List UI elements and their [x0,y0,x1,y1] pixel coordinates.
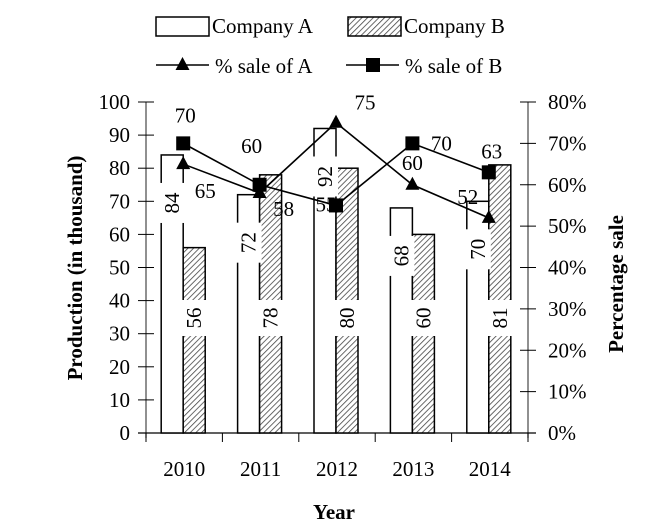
y-tick-label: 60 [109,222,130,246]
square-marker [329,198,343,213]
bar-label-group: 92 [312,156,338,197]
bar-company-b [488,164,512,434]
bar-label-bg [181,300,208,336]
legend-swatch-company-a [155,16,210,37]
y2-tick-label: 20% [548,338,587,362]
y-tick-label: 20 [109,355,130,379]
y2-axis-title: Percentage sale [604,215,628,353]
bar-value-label-a: 92 [313,166,337,187]
point-label-sale-b: 70 [175,103,196,127]
y2-tick-label: 40% [548,256,587,280]
square-marker [481,165,496,180]
bar-label-group: 84 [159,182,186,223]
legend-label-sale-a: % sale of A [215,54,313,78]
bar-label-bg [257,300,284,336]
y-axis-title: Production (in thousand) [63,156,87,381]
point-label-sale-a: 52 [457,185,478,209]
bar-label-bg [464,229,491,270]
y2-tick-label: 80% [548,90,587,114]
bar-value-label-a: 68 [389,245,413,266]
bar-label-bg [312,156,338,197]
bar-label-bg [388,235,415,276]
point-label-sale-b: 70 [431,131,452,155]
x-tick-label: 2010 [163,457,205,481]
bar-value-label-a: 70 [466,239,490,260]
point-label-sale-a: 58 [273,197,294,221]
legend-triangle-marker [175,57,190,70]
bar-label-group: 68 [388,235,415,276]
legend-item-company-b: Company B [347,14,505,38]
legend: Company A Company B % sale of A % sale o… [155,14,505,78]
point-label-sale-a: 65 [195,179,216,203]
bar-label-bg [486,300,513,336]
triangle-marker [176,156,191,170]
y2-tick-label: 60% [548,173,587,197]
y2-tick-label: 0% [548,421,576,445]
triangle-marker [329,114,343,128]
lines [176,114,496,223]
legend-swatch-company-b [347,16,402,37]
triangle-marker [481,209,496,223]
bar-label-group: 78 [257,300,284,336]
y-tick-label: 80 [109,156,130,180]
bar-label-bg [410,300,437,336]
bar-label-group: 80 [334,300,360,336]
legend-item-company-a: Company A [155,14,314,38]
point-label-sale-b: 60 [241,134,262,158]
triangle-marker [405,176,420,190]
x-tick-label: 2013 [392,457,434,481]
y-tick-label: 90 [109,123,130,147]
x-tick-label: 2012 [316,457,358,481]
y-tick-label: 70 [109,189,130,213]
bar-value-label-a: 84 [160,192,184,214]
point-label-sale-a: 60 [402,151,423,175]
bar-label-group: 70 [464,229,491,270]
bar-label-bg [235,222,262,263]
square-marker [405,136,420,151]
legend-item-sale-a: % sale of A [156,54,313,78]
data-labels: 84 72 92 68 70 56 78 80 60 81 65 58 75 60 52 70 60 55 70 63 [159,91,513,336]
y-tick-label: 10 [109,388,130,412]
legend-label-sale-b: % sale of B [405,54,502,78]
point-label-sale-a: 75 [355,91,376,115]
bar-value-label-b: 80 [335,308,359,329]
bar-value-label-b: 56 [182,308,206,329]
y-tick-label: 40 [109,289,130,313]
bar-value-label-b: 60 [411,308,435,329]
x-tick-label: 2014 [469,457,512,481]
bar-label-group: 81 [486,300,513,336]
bar-value-label-b: 81 [488,308,512,329]
legend-item-sale-b: % sale of B [346,54,502,78]
point-label-sale-b: 55 [316,192,337,216]
bar-value-label-b: 78 [259,308,283,329]
y2-tick-label: 30% [548,297,587,321]
point-label-sale-b: 63 [481,139,502,163]
y-tick-label: 0 [120,421,131,445]
y-tick-label: 50 [109,256,130,280]
y2-tick-label: 50% [548,214,587,238]
y-tick-label: 30 [109,322,130,346]
legend-label-company-b: Company B [404,14,505,38]
square-marker [252,177,267,192]
bar-label-bg [334,300,360,336]
bar-label-bg [159,182,186,223]
legend-square-marker [366,58,380,72]
x-tick-label: 2011 [240,457,281,481]
bar-label-group: 72 [235,222,262,263]
x-axis-title: Year [313,500,355,524]
square-marker [176,136,191,151]
bar-company-b [182,246,206,434]
legend-label-company-a: Company A [212,14,314,38]
bar-value-label-a: 72 [237,232,261,253]
y2-tick-label: 10% [548,380,587,404]
bar-label-group: 60 [410,300,437,336]
y-tick-label: 100 [99,90,131,114]
bar-label-group: 56 [181,300,208,336]
y2-tick-label: 70% [548,131,587,155]
